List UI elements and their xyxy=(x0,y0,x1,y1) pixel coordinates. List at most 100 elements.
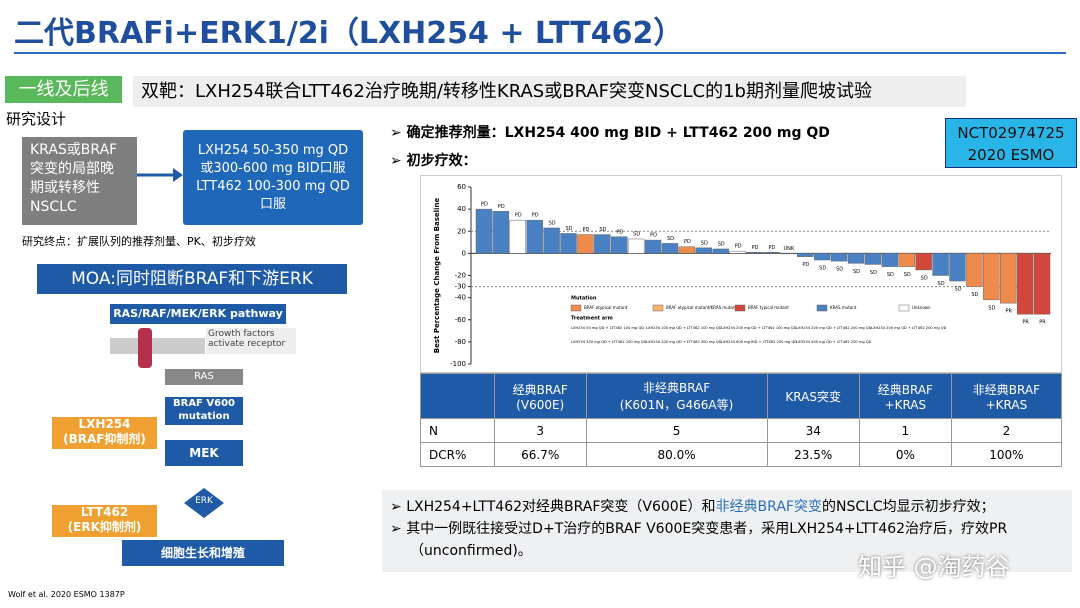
watermark: 知乎 @淘药谷 xyxy=(858,553,1010,581)
y-tick-label: -80 xyxy=(455,338,466,346)
conclusion: ➢ 其中一例既往接受过D+T治疗的BRAF V600E突变患者，采用LXH254… xyxy=(390,521,1008,559)
bar-label: PD xyxy=(481,202,488,208)
bar xyxy=(746,252,763,254)
bar-label: UNK xyxy=(784,246,795,252)
bar xyxy=(780,253,797,255)
citation: Wolf et al. 2020 ESMO 1387P xyxy=(8,590,125,599)
line-tag: 一线及后线 xyxy=(5,76,122,103)
bar-label: SD xyxy=(887,272,894,278)
legend-label: BRAF atypical mutant/KRAS mutant xyxy=(666,305,737,310)
bar-label: PD xyxy=(582,227,589,233)
cell: 80.0% xyxy=(585,442,768,467)
cell: 1 xyxy=(858,418,952,443)
erk-label: ERK xyxy=(195,496,213,506)
moa-header: MOA:同时阻断BRAF和下游ERK xyxy=(37,264,347,294)
slide-title: 二代BRAFi+ERK1/2i（LXH254 + LTT462） xyxy=(14,16,684,51)
arm-label: LXH254 50 mg QD + LTT462 100 mg QD xyxy=(571,326,644,330)
header-cell: 非经典BRAF (K601N，G466A等) xyxy=(585,373,768,419)
legend-label: Unknown xyxy=(912,305,931,310)
bar xyxy=(932,253,949,276)
bar-label: SD xyxy=(633,231,640,237)
ras-box: RAS xyxy=(165,369,243,385)
bar-label: SD xyxy=(667,236,674,242)
bar xyxy=(729,250,746,254)
growth-box: 细胞生长和增殖 xyxy=(122,540,284,566)
bar-label: SD xyxy=(938,281,945,287)
conclusion: ➢ LXH254+LTT462对经典BRAF突变（V600E）和非经典BRAF突… xyxy=(390,499,995,515)
y-tick-label: -60 xyxy=(455,316,466,324)
bar-label: PD xyxy=(650,233,657,239)
arm-label: LXH254 400 mg QD + LTT462 200 mg QD xyxy=(796,340,872,344)
bar-label: PR xyxy=(1005,309,1012,315)
bullet-text: 确定推荐剂量：LXH254 400 mg BID + LTT462 200 mg… xyxy=(406,125,830,141)
bar xyxy=(712,248,729,254)
bar-label: SD xyxy=(988,305,995,311)
table-wrap: 经典BRAF (V600E) 非经典BRAF (K601N，G466A等) KRAS… xyxy=(420,373,1063,467)
title-rule xyxy=(14,52,1066,54)
bar-label: SD xyxy=(870,270,877,276)
bar xyxy=(1000,253,1017,304)
cell: 23.5% xyxy=(766,442,860,467)
bar xyxy=(695,247,713,254)
bar xyxy=(594,234,611,254)
cell: 100% xyxy=(950,442,1063,467)
bar-label: PD xyxy=(498,204,505,210)
header-cell: 经典BRAF +KRAS xyxy=(858,373,952,419)
text-highlight: 非经典BRAF突变 xyxy=(715,499,822,515)
bar xyxy=(830,253,848,262)
waterfall-chart: Best Percentage Change From Baseline -100… xyxy=(433,183,1051,368)
mek-box: MEK xyxy=(165,440,243,466)
bar xyxy=(661,243,679,254)
header-cell: KRAS突变 xyxy=(766,373,860,419)
header-row: 经典BRAF (V600E) 非经典BRAF (K601N，G466A等) KRAS… xyxy=(420,373,1063,419)
cell: 5 xyxy=(585,418,768,443)
bar xyxy=(644,239,662,254)
subtitle: 双靶：LXH254联合LTT462治疗晚期/转移性KRAS或BRAF突变NSCL… xyxy=(133,76,966,107)
bullet: ➢ 确定推荐剂量：LXH254 400 mg BID + LTT462 200 … xyxy=(390,125,830,141)
bar-label: SD xyxy=(836,267,843,273)
row: N 3 5 34 1 2 xyxy=(420,418,1063,443)
legend-swatch xyxy=(652,304,664,312)
bar xyxy=(509,219,526,254)
y-tick-label: -30 xyxy=(455,283,466,291)
bar-label: PD xyxy=(616,229,623,235)
y-tick-label: 40 xyxy=(457,205,466,213)
receptor-note: Growth factors activate receptor xyxy=(208,329,286,349)
drug-2: LTT462 (ERK抑制剂) xyxy=(52,505,157,537)
cell: DCR% xyxy=(420,442,495,467)
arm-label: LXH254 100 mg QD + LTT462 100 mg QD xyxy=(646,326,722,330)
legend-swatch xyxy=(898,304,910,312)
bar-label: PR xyxy=(1039,320,1046,326)
bar xyxy=(543,227,560,254)
bar xyxy=(983,253,1000,301)
bar-label: SD xyxy=(954,287,961,293)
arm-label: LXH254 200 mg QD + LTT462 200 mg QD xyxy=(796,326,872,330)
bullet-text: 初步疗效： xyxy=(406,153,477,169)
text: LXH254+LTT462对经典BRAF突变（V600E）和 xyxy=(406,499,716,515)
legend-label: KRAS mutant xyxy=(830,305,857,310)
bar xyxy=(1033,253,1051,315)
legend-swatch xyxy=(570,304,582,312)
y-tick-label: -20 xyxy=(455,272,466,280)
bar xyxy=(560,233,577,254)
bar xyxy=(611,236,628,254)
bar-label: SD xyxy=(904,272,911,278)
bar xyxy=(915,253,932,271)
bullet: ➢ 初步疗效： xyxy=(390,153,477,169)
bar-label: SD xyxy=(718,241,725,247)
erk-shape xyxy=(184,488,224,518)
arm-label: LXH254 200 mg QD + LTT462 100 mg QD xyxy=(721,326,797,330)
header-cell: 经典BRAF (V600E) xyxy=(493,373,587,419)
bar xyxy=(813,253,831,261)
bar-label: PD xyxy=(802,262,809,268)
arm-label: LXH254 600 mg BID + LTT462 200 mg QD xyxy=(721,340,797,344)
bar xyxy=(949,253,966,282)
bar xyxy=(898,253,915,267)
y-tick-label: -40 xyxy=(455,294,466,302)
drug-1: LXH254 (BRAF抑制剂) xyxy=(52,417,157,449)
bar xyxy=(966,253,983,287)
cell: N xyxy=(420,418,495,443)
bar-label: SD xyxy=(921,275,928,281)
bar xyxy=(1016,253,1034,315)
bar xyxy=(678,246,696,254)
